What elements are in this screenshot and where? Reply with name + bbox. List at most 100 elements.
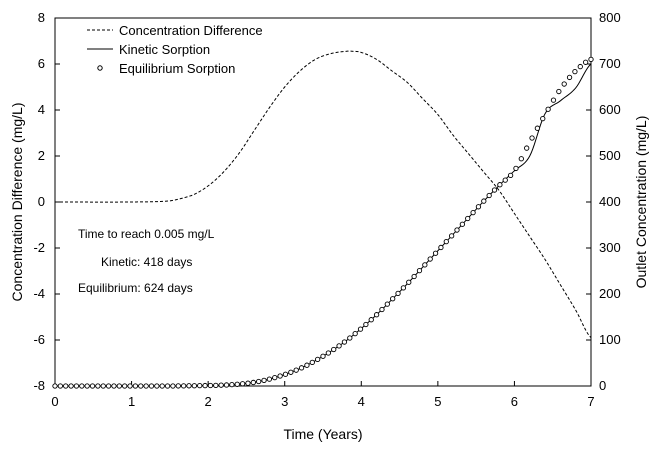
data-point-equilibrium-sorption bbox=[116, 383, 122, 389]
data-point-equilibrium-sorption bbox=[197, 382, 203, 389]
data-point-equilibrium-sorption bbox=[341, 339, 348, 345]
y-left-axis-ticks: -8 -6 -4 -2 0 2 4 6 8 bbox=[33, 10, 60, 393]
data-point-equilibrium-sorption bbox=[406, 279, 412, 285]
data-point-equilibrium-sorption bbox=[314, 356, 321, 363]
y-right-tick-label: 300 bbox=[599, 240, 621, 255]
data-point-equilibrium-sorption bbox=[400, 285, 407, 291]
data-point-equilibrium-sorption bbox=[481, 198, 487, 204]
data-point-equilibrium-sorption bbox=[218, 382, 224, 388]
data-point-equilibrium-sorption bbox=[68, 383, 74, 389]
data-point-equilibrium-sorption bbox=[518, 156, 524, 162]
y-right-tick-label: 700 bbox=[599, 56, 621, 71]
data-point-equilibrium-sorption bbox=[89, 383, 96, 389]
data-point-equilibrium-sorption bbox=[529, 135, 535, 141]
data-point-equilibrium-sorption bbox=[347, 335, 353, 341]
y-left-tick-label: -6 bbox=[33, 332, 45, 347]
data-point-equilibrium-sorption bbox=[411, 273, 417, 280]
data-point-equilibrium-sorption bbox=[266, 376, 273, 382]
x-axis-title: Time (Years) bbox=[283, 426, 362, 442]
y-left-tick-label: 0 bbox=[38, 194, 45, 209]
data-point-equilibrium-sorption bbox=[213, 382, 219, 388]
data-point-equilibrium-sorption bbox=[79, 383, 85, 389]
data-point-equilibrium-sorption bbox=[577, 63, 583, 70]
data-point-equilibrium-sorption bbox=[298, 365, 305, 371]
data-point-equilibrium-sorption bbox=[304, 362, 310, 368]
data-point-equilibrium-sorption bbox=[100, 383, 106, 389]
data-point-equilibrium-sorption bbox=[331, 346, 337, 353]
data-point-equilibrium-sorption bbox=[572, 69, 578, 75]
data-point-equilibrium-sorption bbox=[261, 377, 267, 384]
data-point-equilibrium-sorption bbox=[432, 250, 439, 256]
data-point-equilibrium-sorption bbox=[143, 383, 149, 389]
annotation-equilibrium: Equilibrium: 624 days bbox=[78, 281, 193, 295]
data-point-equilibrium-sorption bbox=[309, 359, 315, 366]
data-point-equilibrium-sorption bbox=[154, 383, 160, 389]
data-point-equilibrium-sorption bbox=[159, 383, 165, 389]
data-point-equilibrium-sorption bbox=[63, 383, 69, 389]
data-point-equilibrium-sorption bbox=[175, 383, 181, 389]
data-point-equilibrium-sorption bbox=[352, 331, 358, 337]
data-point-equilibrium-sorption bbox=[325, 350, 332, 356]
data-point-equilibrium-sorption bbox=[379, 306, 385, 313]
y-left-tick-label: -8 bbox=[33, 378, 45, 393]
data-point-equilibrium-sorption bbox=[138, 383, 144, 389]
data-point-equilibrium-sorption bbox=[561, 81, 567, 87]
data-point-equilibrium-sorption bbox=[384, 301, 390, 307]
series-equilibrium-sorption bbox=[52, 56, 594, 389]
data-point-equilibrium-sorption bbox=[427, 256, 433, 262]
data-point-equilibrium-sorption bbox=[470, 209, 476, 216]
data-point-equilibrium-sorption bbox=[127, 383, 133, 389]
data-point-equilibrium-sorption bbox=[545, 106, 551, 112]
data-point-equilibrium-sorption bbox=[223, 382, 230, 388]
data-point-equilibrium-sorption bbox=[566, 74, 573, 81]
y-left-tick-label: 2 bbox=[38, 148, 45, 163]
data-point-equilibrium-sorption bbox=[448, 233, 455, 239]
data-point-equilibrium-sorption bbox=[524, 145, 530, 151]
data-point-equilibrium-sorption bbox=[395, 290, 401, 296]
y-left-tick-label: 8 bbox=[38, 10, 45, 25]
data-point-equilibrium-sorption bbox=[132, 383, 139, 389]
data-point-equilibrium-sorption bbox=[465, 215, 471, 222]
data-point-equilibrium-sorption bbox=[556, 88, 562, 95]
y-right-tick-label: 500 bbox=[599, 148, 621, 163]
data-point-equilibrium-sorption bbox=[438, 244, 444, 251]
data-point-equilibrium-sorption bbox=[293, 367, 299, 373]
data-point-equilibrium-sorption bbox=[288, 369, 294, 375]
series-layer bbox=[52, 50, 594, 389]
y-left-tick-label: 4 bbox=[38, 102, 45, 117]
y-left-axis-title: Concentration Difference (mg/L) bbox=[9, 103, 25, 302]
data-point-equilibrium-sorption bbox=[459, 221, 466, 227]
data-point-equilibrium-sorption bbox=[373, 312, 380, 318]
data-point-equilibrium-sorption bbox=[180, 383, 187, 389]
data-point-equilibrium-sorption bbox=[540, 115, 546, 122]
series-line-kinetic-sorption bbox=[55, 63, 592, 387]
data-point-equilibrium-sorption bbox=[207, 382, 214, 389]
y-right-tick-label: 800 bbox=[599, 10, 621, 25]
y-left-tick-label: 6 bbox=[38, 56, 45, 71]
data-point-equilibrium-sorption bbox=[534, 125, 541, 131]
y-left-tick-label: -4 bbox=[33, 286, 45, 301]
data-point-equilibrium-sorption bbox=[282, 371, 289, 377]
data-point-equilibrium-sorption bbox=[277, 373, 283, 379]
x-tick-label: 4 bbox=[358, 394, 365, 409]
data-point-equilibrium-sorption bbox=[363, 321, 369, 328]
data-point-equilibrium-sorption bbox=[52, 383, 58, 389]
data-point-equilibrium-sorption bbox=[475, 204, 482, 210]
x-tick-label: 2 bbox=[205, 394, 212, 409]
data-point-equilibrium-sorption bbox=[368, 317, 374, 323]
data-point-equilibrium-sorption bbox=[454, 227, 460, 233]
data-point-equilibrium-sorption bbox=[507, 172, 514, 179]
data-point-equilibrium-sorption bbox=[170, 383, 176, 389]
data-point-equilibrium-sorption bbox=[588, 56, 594, 63]
data-point-equilibrium-sorption bbox=[148, 383, 155, 389]
data-point-equilibrium-sorption bbox=[84, 383, 90, 389]
data-point-equilibrium-sorption bbox=[422, 262, 428, 268]
legend-label-kinetic-sorption: Kinetic Sorption bbox=[119, 42, 210, 57]
y-right-tick-label: 600 bbox=[599, 102, 621, 117]
data-point-equilibrium-sorption bbox=[164, 383, 171, 389]
x-tick-label: 5 bbox=[434, 394, 441, 409]
data-point-equilibrium-sorption bbox=[245, 380, 251, 386]
series-line-concentration-difference bbox=[55, 50, 592, 339]
y-right-tick-label: 400 bbox=[599, 194, 621, 209]
